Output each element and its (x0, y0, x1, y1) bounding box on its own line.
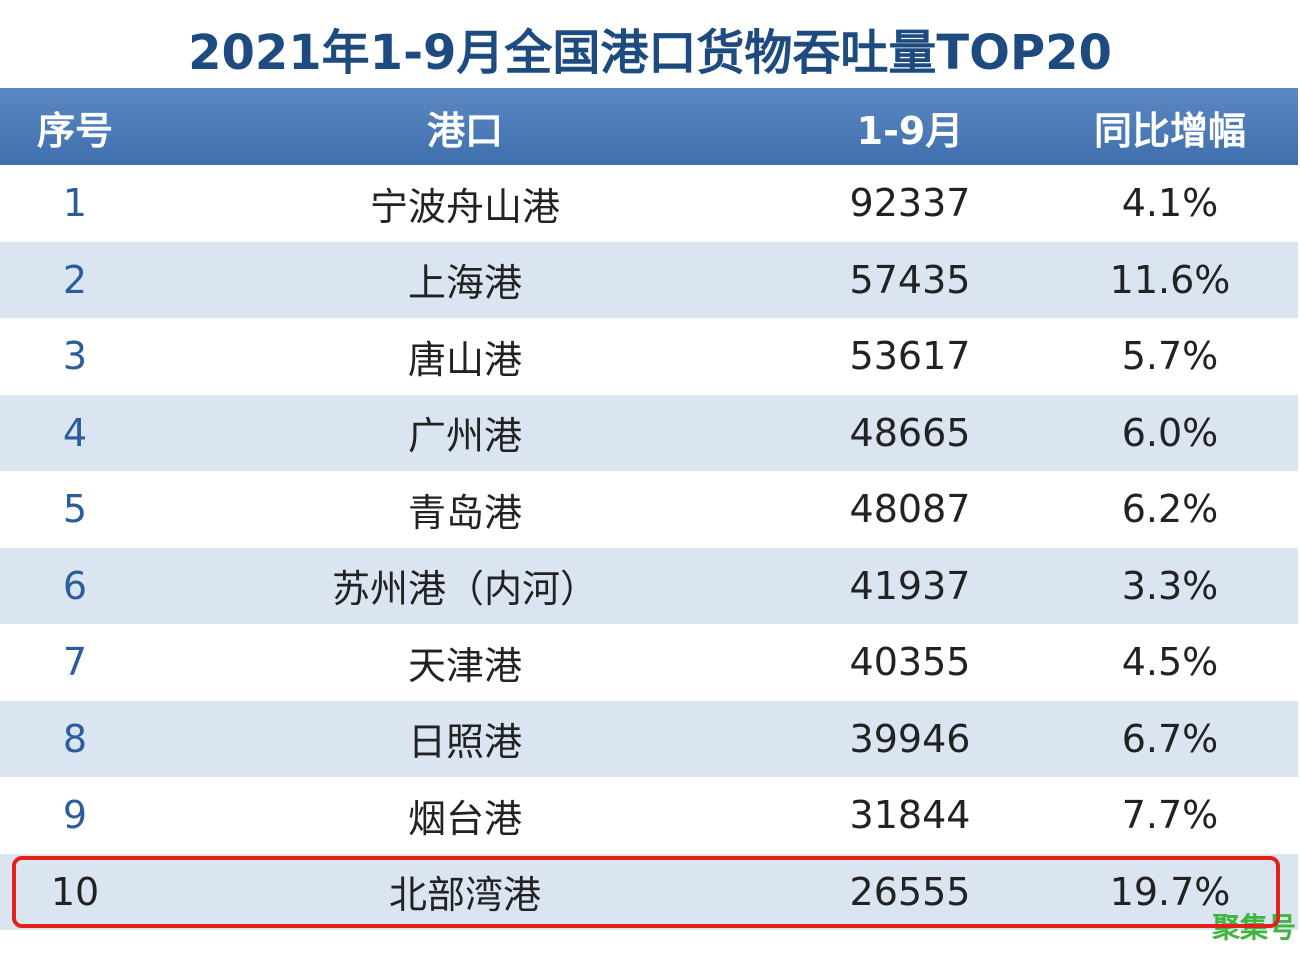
table-cell: 7.7% (1121, 793, 1219, 837)
table-cell: 6 (62, 563, 88, 608)
table-row: 5 青岛港 48087 6.2% (0, 471, 1298, 547)
table-cell: 烟台港 (407, 796, 522, 841)
table-cell: 2 (62, 257, 88, 302)
table-cell: 5.7% (1121, 334, 1219, 378)
table-cell: 92337 (849, 181, 971, 225)
table-row: 1 宁波舟山港 92337 4.1% (0, 165, 1298, 241)
cut-row (0, 936, 1298, 960)
table-row: 2 上海港 57435 11.6% (0, 241, 1298, 318)
column-header: 同比增幅 (1093, 108, 1246, 153)
table-cell: 唐山港 (407, 337, 522, 382)
table-cell: 4.5% (1121, 640, 1219, 684)
table-cell: 48087 (849, 487, 971, 531)
table-cell: 广州港 (407, 414, 522, 458)
table-row: 6 苏州港（内河） 41937 3.3% (0, 547, 1298, 624)
table-cell: 日照港 (407, 720, 522, 764)
column-header: 1-9月 (856, 108, 964, 153)
table-cell: 宁波舟山港 (369, 184, 560, 229)
table-cell: 苏州港（内河） (331, 567, 598, 611)
table-cell: 19.7% (1109, 869, 1231, 914)
watermark: 聚集号 (1211, 911, 1296, 944)
table-cell: 9 (62, 793, 88, 837)
table-row: 9 烟台港 31844 7.7% (0, 777, 1298, 853)
table-cell: 5 (62, 487, 88, 531)
table-cell: 39946 (849, 716, 971, 761)
table-cell: 53617 (849, 334, 971, 378)
table-row: 10 北部湾港 26555 19.7% (0, 853, 1298, 930)
table-cell: 北部湾港 (388, 873, 541, 917)
table-row: 3 唐山港 53617 5.7% (0, 318, 1298, 394)
table-row: 8 日照港 39946 6.7% (0, 700, 1298, 777)
title: 2021年1-9月全国港口货物吞吐量TOP20 (188, 25, 1112, 81)
highlight-box (12, 855, 1280, 928)
table-cell: 6.0% (1121, 410, 1219, 455)
table-row: 7 天津港 40355 4.5% (0, 624, 1298, 700)
table-cell: 青岛港 (407, 490, 522, 535)
table-cell: 8 (62, 716, 88, 761)
column-header: 港口 (426, 108, 503, 153)
table-cell: 4 (62, 410, 88, 455)
column-header: 序号 (36, 108, 113, 153)
table-cell: 7 (62, 640, 88, 684)
table-cell: 6.2% (1121, 487, 1219, 531)
table-cell: 11.6% (1109, 257, 1231, 302)
table-row: 4 广州港 48665 6.0% (0, 394, 1298, 471)
table-cell: 48665 (849, 410, 971, 455)
table-cell: 1 (62, 181, 88, 225)
table-cell: 41937 (849, 563, 971, 608)
table-cell: 6.7% (1121, 716, 1219, 761)
table-cell: 4.1% (1121, 181, 1219, 225)
table-cell: 天津港 (407, 643, 522, 688)
table-cell: 10 (50, 869, 100, 914)
table-cell: 上海港 (407, 261, 522, 305)
table-cell: 57435 (849, 257, 971, 302)
table-cell: 40355 (849, 640, 971, 684)
table-cell: 31844 (849, 793, 971, 837)
table-header: 序号 港口 1-9月 同比增幅 (0, 88, 1298, 166)
table-cell: 26555 (849, 869, 971, 914)
table-cell: 3.3% (1121, 563, 1219, 608)
table-cell: 3 (62, 334, 88, 378)
